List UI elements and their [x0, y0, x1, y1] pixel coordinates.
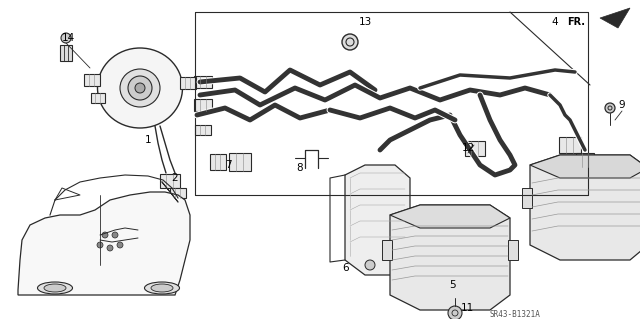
Circle shape — [365, 260, 375, 270]
Text: 11: 11 — [460, 303, 474, 313]
Circle shape — [107, 245, 113, 251]
Circle shape — [448, 306, 462, 319]
Polygon shape — [382, 240, 392, 260]
Text: 14: 14 — [61, 33, 75, 43]
Ellipse shape — [97, 48, 182, 128]
Bar — [60, 45, 72, 61]
Text: 12: 12 — [461, 143, 475, 153]
Text: SR43-B1321A: SR43-B1321A — [490, 310, 541, 319]
Bar — [465, 141, 485, 156]
Circle shape — [342, 34, 358, 50]
Ellipse shape — [151, 284, 173, 292]
Circle shape — [135, 83, 145, 93]
Ellipse shape — [38, 282, 72, 294]
Text: 4: 4 — [552, 17, 558, 27]
Bar — [91, 93, 105, 103]
Polygon shape — [508, 240, 518, 260]
Text: 7: 7 — [225, 160, 231, 170]
Text: 8: 8 — [297, 163, 303, 173]
Text: 9: 9 — [619, 100, 625, 110]
Polygon shape — [530, 155, 640, 178]
Text: 1: 1 — [145, 135, 151, 145]
Circle shape — [97, 242, 103, 248]
Polygon shape — [18, 192, 190, 295]
Ellipse shape — [145, 282, 179, 294]
Bar — [170, 188, 186, 198]
Bar — [180, 77, 196, 89]
Ellipse shape — [120, 69, 160, 107]
Circle shape — [102, 232, 108, 238]
Bar — [559, 137, 581, 153]
Bar — [194, 76, 212, 88]
Ellipse shape — [44, 284, 66, 292]
Circle shape — [117, 242, 123, 248]
Polygon shape — [522, 188, 532, 208]
Circle shape — [112, 232, 118, 238]
Bar — [194, 99, 212, 111]
Bar — [84, 74, 100, 86]
Bar — [160, 174, 180, 188]
Circle shape — [605, 103, 615, 113]
Polygon shape — [345, 165, 410, 275]
Polygon shape — [390, 205, 510, 228]
Text: FR.: FR. — [567, 17, 585, 27]
Text: 5: 5 — [449, 280, 455, 290]
Bar — [195, 125, 211, 135]
Polygon shape — [530, 155, 640, 260]
Bar — [210, 154, 226, 170]
Text: 2: 2 — [172, 173, 179, 183]
Text: 6: 6 — [342, 263, 349, 273]
Bar — [576, 153, 594, 167]
Circle shape — [61, 33, 71, 43]
Text: 13: 13 — [358, 17, 372, 27]
Circle shape — [128, 76, 152, 100]
Polygon shape — [390, 205, 510, 310]
Polygon shape — [600, 8, 630, 28]
Bar — [229, 153, 251, 171]
